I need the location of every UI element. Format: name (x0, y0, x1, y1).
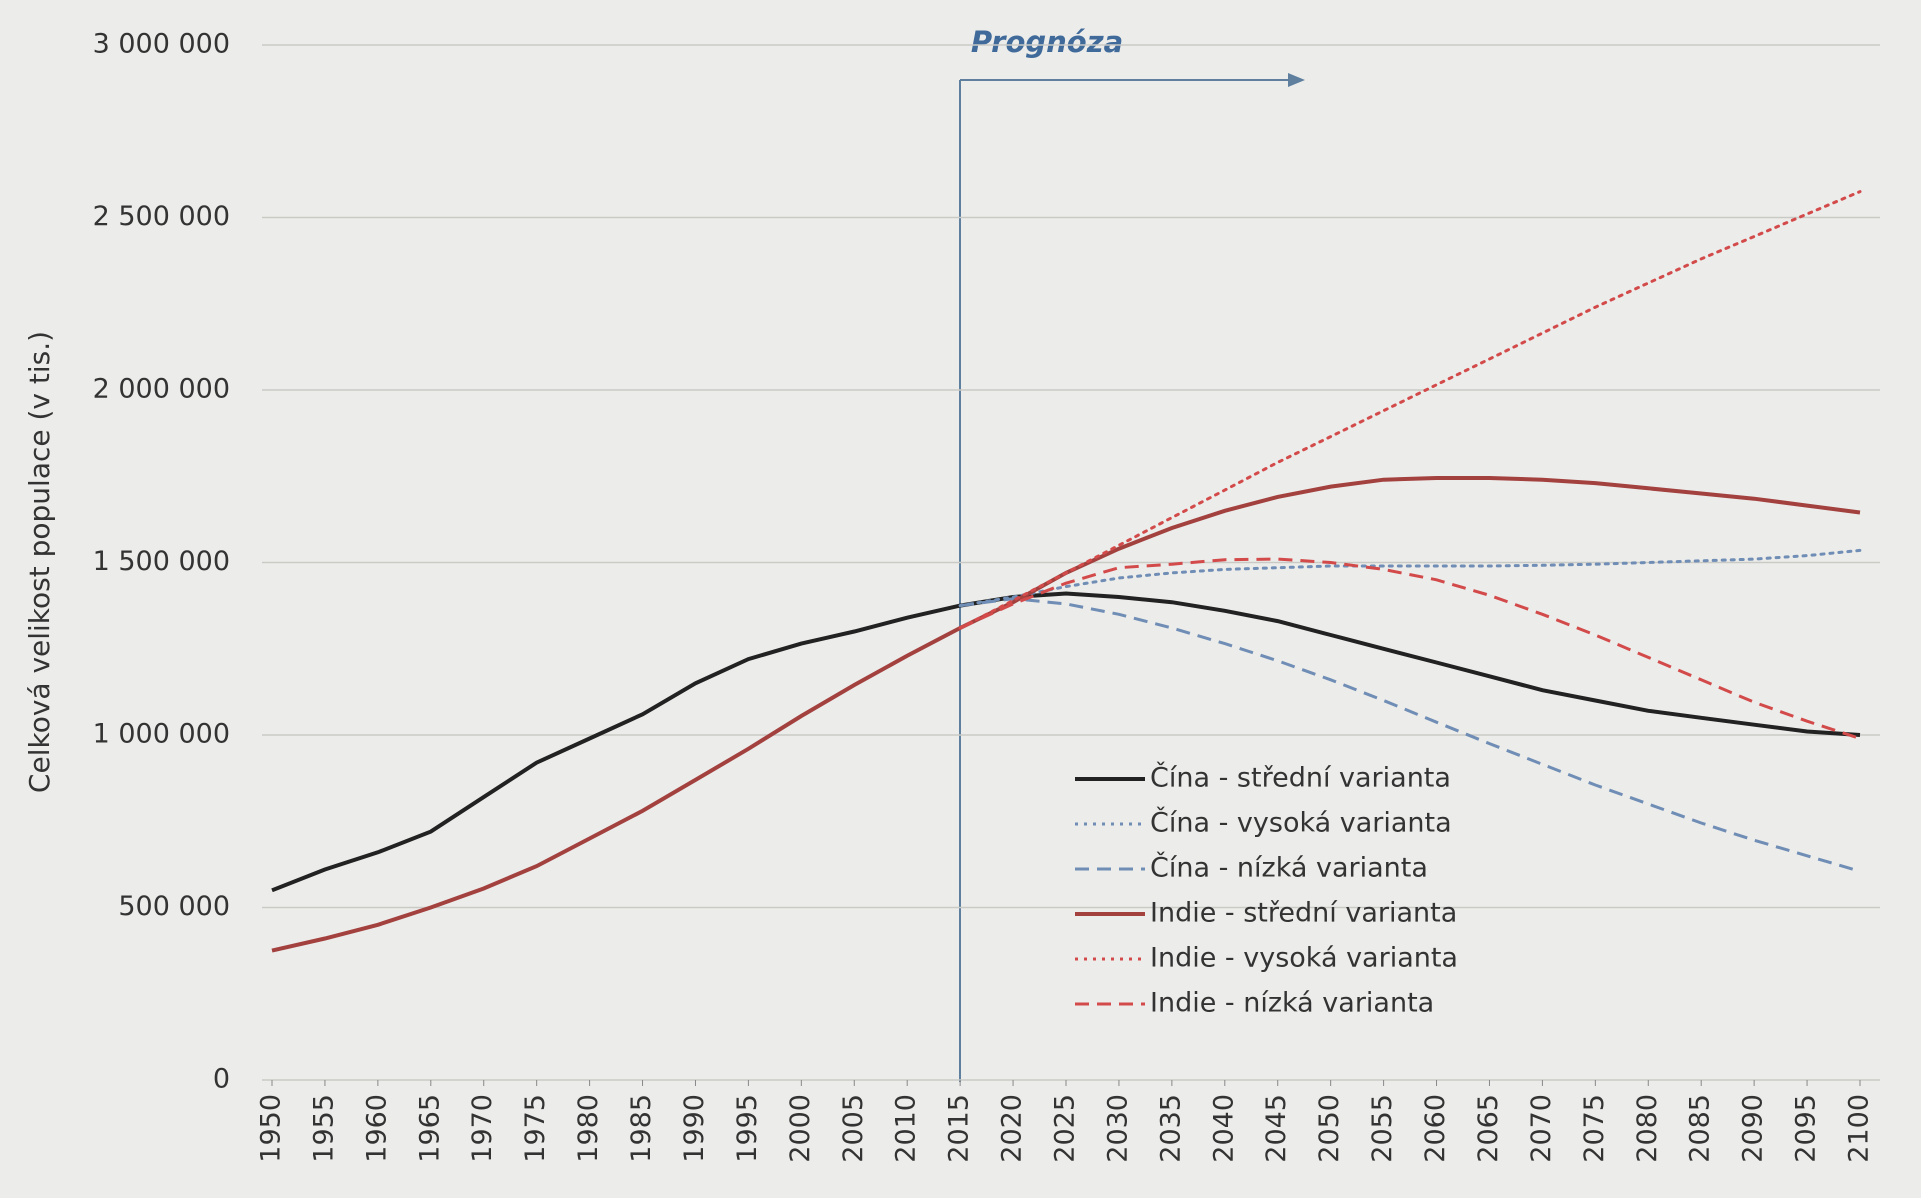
x-tick-label: 2025 (1050, 1094, 1081, 1163)
x-tick-label: 1955 (308, 1094, 339, 1163)
x-tick-label: 2065 (1473, 1094, 1504, 1163)
legend-label: Čína - střední varianta (1150, 762, 1451, 794)
x-tick-label: 1975 (520, 1094, 551, 1163)
x-tick-label: 1995 (732, 1094, 763, 1163)
x-tick-label: 2100 (1844, 1094, 1875, 1163)
x-tick-label: 2045 (1261, 1094, 1292, 1163)
series-line (958, 190, 1862, 630)
arrow-head (1288, 73, 1305, 87)
x-tick-label: 2095 (1791, 1094, 1822, 1163)
x-tick-label: 2035 (1155, 1094, 1186, 1163)
x-tick-label: 1990 (679, 1094, 710, 1163)
x-tick-label: 2060 (1420, 1094, 1451, 1163)
series-line (271, 591, 1861, 893)
y-tick-label: 1 500 000 (93, 546, 230, 577)
x-tick-label: 2000 (785, 1094, 816, 1163)
annotation: Prognóza (971, 25, 1123, 59)
x-tick-label: 2050 (1314, 1094, 1345, 1163)
y-tick-label: 0 (213, 1064, 230, 1095)
y-tick-label: 500 000 (118, 891, 230, 922)
legend-label: Čína - vysoká varianta (1150, 807, 1452, 839)
x-tick-label: 1950 (256, 1094, 287, 1163)
x-tick-label: 2040 (1208, 1094, 1239, 1163)
x-tick-label: 1965 (414, 1094, 445, 1163)
series-line (959, 557, 1861, 740)
series-line (959, 597, 1861, 873)
x-tick-label: 2075 (1579, 1094, 1610, 1163)
series-line (958, 548, 1862, 608)
y-tick-label: 2 000 000 (93, 374, 230, 405)
y-tick-label: 3 000 000 (93, 29, 230, 60)
legend-label: Indie - nízká varianta (1150, 988, 1434, 1019)
x-tick-label: 2085 (1685, 1094, 1716, 1163)
x-tick-label: 1980 (573, 1094, 604, 1163)
y-axis-label: Celková velikost populace (v tis.) (23, 331, 56, 793)
y-tick-label: 2 500 000 (93, 201, 230, 232)
x-tick-label: 2005 (838, 1094, 869, 1163)
legend-label: Čína - nízká varianta (1150, 852, 1428, 884)
x-tick-label: 2080 (1632, 1094, 1663, 1163)
x-tick-label: 1985 (626, 1094, 657, 1163)
x-tick-label: 2055 (1367, 1094, 1398, 1163)
x-tick-label: 2070 (1526, 1094, 1557, 1163)
x-tick-label: 2010 (891, 1094, 922, 1163)
x-tick-label: 2015 (944, 1094, 975, 1163)
x-tick-label: 1960 (361, 1094, 392, 1163)
x-tick-label: 2030 (1102, 1094, 1133, 1163)
x-tick-label: 1970 (467, 1094, 498, 1163)
y-tick-label: 1 000 000 (93, 719, 230, 750)
legend-label: Indie - střední varianta (1150, 898, 1457, 929)
x-tick-label: 2090 (1738, 1094, 1769, 1163)
legend-label: Indie - vysoká varianta (1150, 943, 1458, 974)
x-tick-label: 2020 (997, 1094, 1028, 1163)
